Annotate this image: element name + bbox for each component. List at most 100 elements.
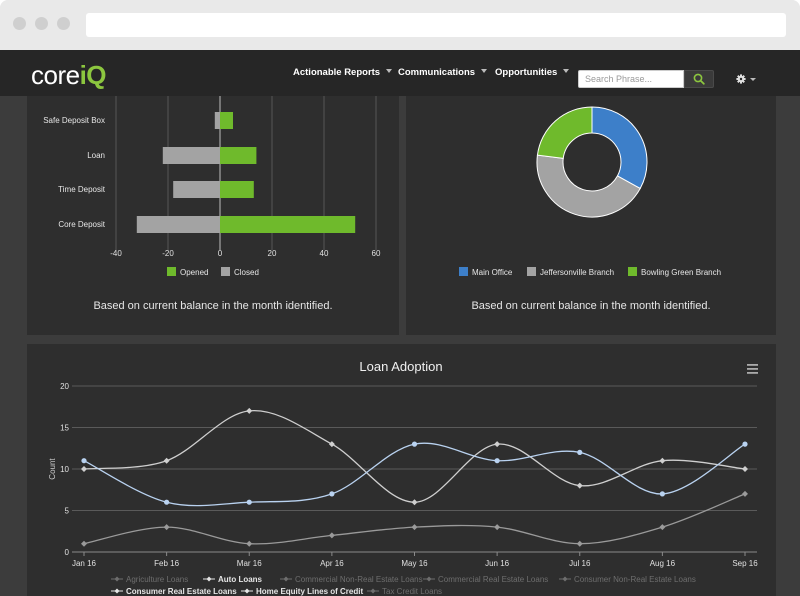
- legend-marker: [244, 588, 250, 594]
- bar-closed[interactable]: [136, 216, 220, 233]
- data-point[interactable]: [329, 491, 335, 497]
- data-point[interactable]: [659, 457, 666, 464]
- bar-closed[interactable]: [162, 147, 220, 164]
- bar-opened[interactable]: [220, 112, 233, 129]
- logo-core-text: core: [31, 60, 80, 90]
- settings-menu[interactable]: [736, 72, 758, 86]
- legend-marker: [370, 588, 376, 594]
- data-point[interactable]: [81, 458, 87, 464]
- search-icon: [693, 73, 705, 85]
- bar-closed[interactable]: [214, 112, 220, 129]
- legend-item[interactable]: Consumer Real Estate Loans: [111, 587, 237, 596]
- category-label: Time Deposit: [58, 185, 106, 194]
- legend-label: Home Equity Lines of Credit: [256, 587, 363, 596]
- data-point[interactable]: [742, 490, 748, 497]
- data-point[interactable]: [246, 407, 253, 414]
- legend-item-opened[interactable]: Opened: [167, 267, 208, 277]
- maximize-window-dot[interactable]: [57, 17, 70, 30]
- donut-slice[interactable]: [536, 106, 593, 159]
- browser-chrome: [0, 0, 800, 50]
- top-navbar: coreiQ Actionable Reports Communications…: [0, 50, 800, 96]
- nav-actionable-reports[interactable]: Actionable Reports: [293, 67, 393, 78]
- donut-slice[interactable]: [536, 154, 641, 218]
- account-activity-panel: -40 -20 0 20 40 60 Safe Deposit Box Loan Time De…: [27, 96, 399, 335]
- nav-opportunities[interactable]: Opportunities: [495, 67, 570, 78]
- data-point[interactable]: [742, 441, 748, 447]
- data-point[interactable]: [328, 441, 335, 448]
- legend-item[interactable]: Bowling Green Branch: [628, 267, 721, 277]
- y-tick-label: 20: [60, 382, 69, 391]
- series-line[interactable]: [83, 410, 746, 503]
- legend-label: Main Office: [472, 268, 513, 277]
- donut-slice[interactable]: [591, 106, 648, 190]
- legend-marker: [562, 576, 568, 582]
- data-point[interactable]: [163, 524, 170, 531]
- x-tick-label: Mar 16: [237, 559, 262, 568]
- opened-closed-bar-chart: -40 -20 0 20 40 60 Safe Deposit Box Loan Time De…: [43, 96, 381, 277]
- data-point[interactable]: [164, 499, 170, 505]
- data-point[interactable]: [577, 449, 583, 455]
- x-tick-label: Sep 16: [732, 559, 758, 568]
- legend-label: Commercial Non-Real Estate Loans: [295, 575, 423, 584]
- x-tick-label: 40: [320, 249, 329, 258]
- x-tick-label: Feb 16: [154, 559, 179, 568]
- legend-item[interactable]: Jeffersonville Branch: [527, 267, 614, 277]
- legend-item[interactable]: Commercial Real Estate Loans: [423, 575, 548, 584]
- data-point[interactable]: [81, 540, 87, 547]
- bar-opened[interactable]: [220, 216, 356, 233]
- data-point[interactable]: [246, 540, 253, 547]
- legend-marker: [283, 576, 289, 582]
- address-bar[interactable]: [86, 13, 786, 37]
- chart-menu-icon[interactable]: [747, 364, 758, 374]
- search-input[interactable]: [578, 70, 684, 88]
- legend-label: Agriculture Loans: [126, 575, 188, 584]
- data-point[interactable]: [411, 499, 418, 506]
- coreiq-logo[interactable]: coreiQ: [31, 60, 107, 91]
- legend-swatch: [459, 267, 468, 276]
- legend-swatch: [221, 267, 230, 276]
- legend-label: Closed: [234, 268, 259, 277]
- bar-closed[interactable]: [173, 181, 220, 198]
- legend-item[interactable]: Main Office: [459, 267, 513, 277]
- caret-down-icon: [386, 69, 393, 73]
- bar-opened[interactable]: [220, 147, 257, 164]
- donut-chart-caption: Based on current balance in the month id…: [471, 300, 711, 312]
- legend-item[interactable]: Auto Loans: [203, 575, 263, 584]
- data-point[interactable]: [494, 441, 501, 448]
- app-content: coreiQ Actionable Reports Communications…: [0, 50, 800, 596]
- menu-line: [747, 368, 758, 370]
- chart-title: Loan Adoption: [359, 359, 442, 374]
- data-point[interactable]: [659, 524, 666, 531]
- bar-opened[interactable]: [220, 181, 254, 198]
- data-point[interactable]: [742, 466, 748, 472]
- x-tick-label: 20: [268, 249, 277, 258]
- legend-item[interactable]: Home Equity Lines of Credit: [241, 587, 363, 596]
- legend-item[interactable]: Tax Credit Loans: [367, 587, 442, 596]
- data-point[interactable]: [246, 499, 252, 505]
- legend-item-closed[interactable]: Closed: [221, 267, 259, 277]
- close-window-dot[interactable]: [13, 17, 26, 30]
- y-tick-label: 15: [60, 424, 69, 433]
- legend-item[interactable]: Commercial Non-Real Estate Loans: [280, 575, 423, 584]
- data-point[interactable]: [411, 441, 418, 447]
- nav-label: Communications: [398, 67, 476, 78]
- branch-donut-chart: Main Office Jeffersonville Branch Bowling …: [459, 106, 721, 277]
- category-label: Safe Deposit Box: [43, 116, 105, 125]
- nav-communications[interactable]: Communications: [398, 67, 488, 78]
- data-point[interactable]: [494, 524, 501, 531]
- legend-item[interactable]: Agriculture Loans: [111, 575, 188, 584]
- y-tick-label: 5: [65, 507, 70, 516]
- minimize-window-dot[interactable]: [35, 17, 48, 30]
- data-point[interactable]: [576, 540, 583, 547]
- legend-item[interactable]: Consumer Non-Real Estate Loans: [559, 575, 696, 584]
- data-point[interactable]: [576, 482, 583, 489]
- data-point[interactable]: [494, 458, 500, 464]
- data-point[interactable]: [328, 532, 335, 539]
- search-button[interactable]: [684, 70, 714, 88]
- data-point[interactable]: [163, 457, 170, 464]
- data-point[interactable]: [411, 524, 418, 531]
- x-tick-label: Apr 16: [320, 559, 344, 568]
- legend-label: Auto Loans: [218, 575, 263, 584]
- data-point[interactable]: [81, 466, 87, 472]
- data-point[interactable]: [659, 491, 665, 497]
